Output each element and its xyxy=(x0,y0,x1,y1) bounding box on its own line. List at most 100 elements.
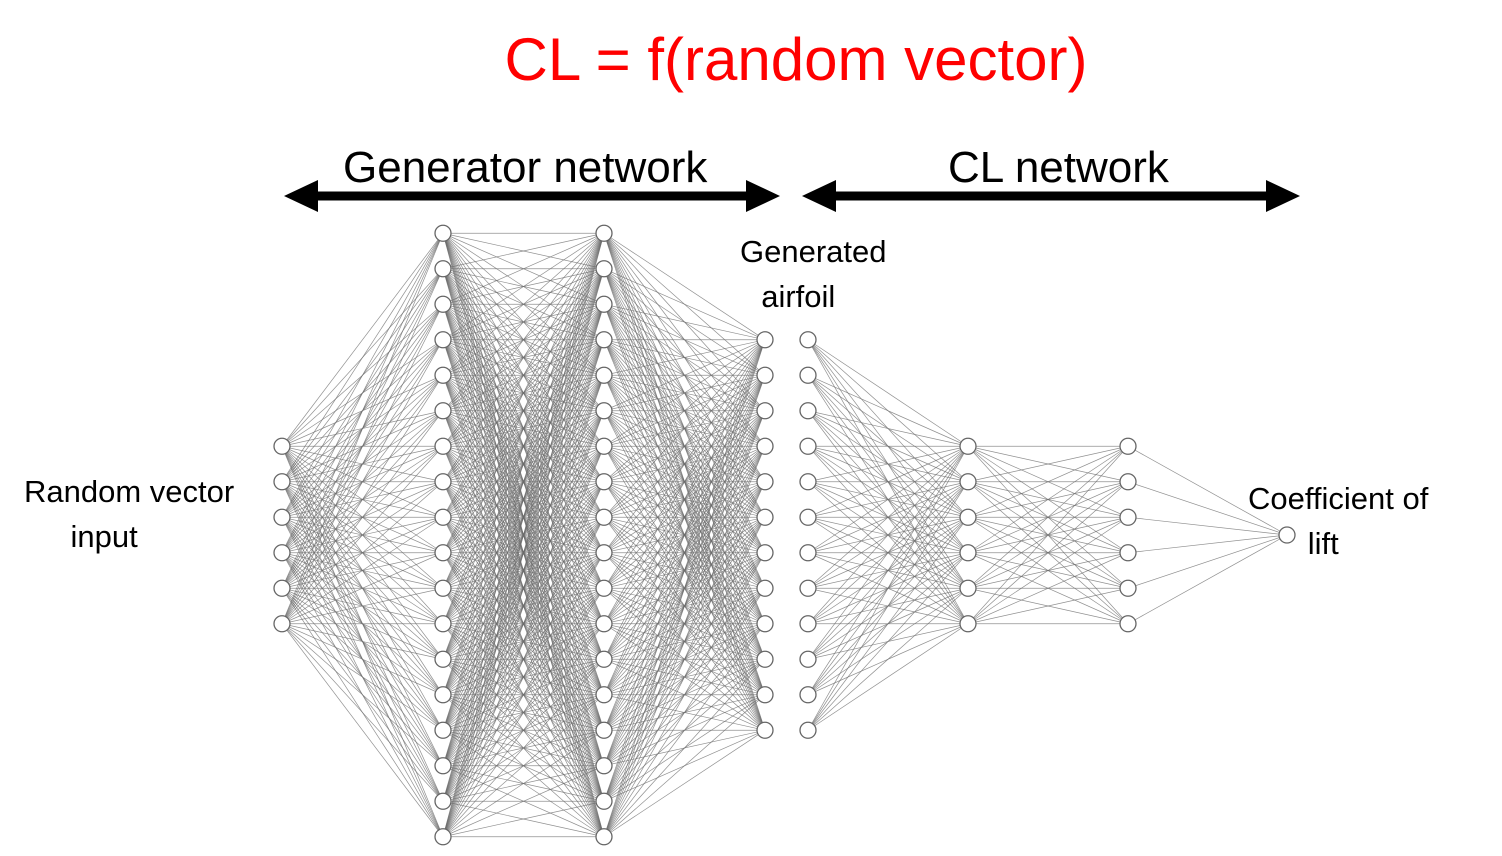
connection-line xyxy=(807,587,969,731)
connection-line xyxy=(603,552,766,837)
cl-edges-layer-1-to-2 xyxy=(807,339,969,731)
neuron-node xyxy=(799,686,817,704)
neuron-node xyxy=(595,437,613,455)
neuron-node xyxy=(434,828,452,846)
connection-line xyxy=(281,587,444,625)
connection-line xyxy=(442,233,605,624)
connection-line xyxy=(603,729,766,838)
neuron-node xyxy=(595,828,613,846)
input-label-line2: input xyxy=(70,518,138,554)
connection-line xyxy=(442,233,605,802)
connection-line xyxy=(967,587,1129,625)
neuron-node xyxy=(756,686,774,704)
connection-line xyxy=(1127,534,1288,589)
neuron-node xyxy=(959,508,977,526)
connection-line xyxy=(442,800,605,838)
neuron-node xyxy=(434,686,452,704)
generator-edges-layer-1-to-2 xyxy=(281,233,444,837)
connection-line xyxy=(603,517,766,837)
connection-line xyxy=(281,304,444,624)
generator-edges-layer-2-to-3 xyxy=(442,232,605,838)
neuron-node xyxy=(595,686,613,704)
neuron-node xyxy=(756,579,774,597)
neuron-node xyxy=(1119,473,1137,491)
connection-line xyxy=(807,339,969,447)
neuron-node xyxy=(756,615,774,633)
neuron-node xyxy=(434,579,452,597)
coefficient-of-lift-label: Coefficient of lift xyxy=(1248,477,1428,567)
connection-line xyxy=(442,233,605,589)
neuron-node xyxy=(595,757,613,775)
neuron-node xyxy=(434,615,452,633)
connection-line xyxy=(967,445,1129,483)
neuron-node xyxy=(799,402,817,420)
output-label-line1: Coefficient of xyxy=(1248,481,1429,516)
neuron-node xyxy=(595,260,613,278)
connection-line xyxy=(603,339,766,837)
neuron-node xyxy=(799,544,817,562)
connection-line xyxy=(807,552,969,731)
neuron-node xyxy=(959,437,977,455)
input-label-line1: Random vector xyxy=(24,474,235,509)
generator-hidden-2-layer xyxy=(595,224,613,846)
neuron-node xyxy=(273,437,291,455)
connection-line xyxy=(281,233,444,589)
cl-hidden-1-layer xyxy=(959,437,977,633)
connection-line xyxy=(281,268,444,624)
connection-line xyxy=(442,232,605,376)
neuron-node xyxy=(756,721,774,739)
connection-line xyxy=(281,481,444,625)
connection-line xyxy=(442,659,605,837)
connection-line xyxy=(603,481,766,837)
connection-line xyxy=(807,517,969,731)
airfoil-input-layer xyxy=(799,331,817,739)
span-arrows xyxy=(284,180,1300,212)
connection-line xyxy=(1127,481,1288,536)
neuron-node xyxy=(756,366,774,384)
neuron-node xyxy=(595,224,613,242)
connection-line xyxy=(281,233,444,518)
connection-line xyxy=(603,339,766,731)
connection-line xyxy=(603,303,766,341)
connection-line xyxy=(603,339,766,624)
neuron-node xyxy=(434,366,452,384)
neuron-node xyxy=(799,437,817,455)
neuron-node xyxy=(799,473,817,491)
connection-line xyxy=(807,446,969,695)
connection-line xyxy=(603,339,766,483)
connection-line xyxy=(967,445,1129,554)
connection-line xyxy=(603,339,766,766)
output-label-line2: lift xyxy=(1307,525,1339,561)
neuron-node xyxy=(273,615,291,633)
connection-line xyxy=(442,304,605,837)
neuron-node xyxy=(799,650,817,668)
connection-line xyxy=(967,552,1129,625)
connection-line xyxy=(967,446,1129,624)
connection-line xyxy=(442,233,605,553)
connection-line xyxy=(603,339,766,553)
neuron-node xyxy=(595,295,613,313)
neuron-node xyxy=(799,366,817,384)
connection-line xyxy=(442,232,605,305)
connection-line xyxy=(967,481,1129,625)
connection-line xyxy=(281,623,444,767)
connection-line xyxy=(603,339,766,695)
connection-line xyxy=(442,233,605,837)
connection-line xyxy=(442,233,605,766)
connection-line xyxy=(442,233,605,447)
connection-line xyxy=(442,233,605,482)
neuron-node xyxy=(959,615,977,633)
neuron-node xyxy=(1119,508,1137,526)
connection-line xyxy=(603,375,766,837)
connection-line xyxy=(442,481,605,837)
connection-line xyxy=(442,232,605,341)
connection-line xyxy=(807,374,969,447)
neuron-node xyxy=(434,757,452,775)
neuron-node xyxy=(756,544,774,562)
neuron-node xyxy=(756,473,774,491)
neuron-node xyxy=(434,402,452,420)
neuron-node xyxy=(1119,544,1137,562)
connection-line xyxy=(807,410,969,447)
connection-line xyxy=(1127,534,1288,554)
connection-line xyxy=(603,339,766,660)
